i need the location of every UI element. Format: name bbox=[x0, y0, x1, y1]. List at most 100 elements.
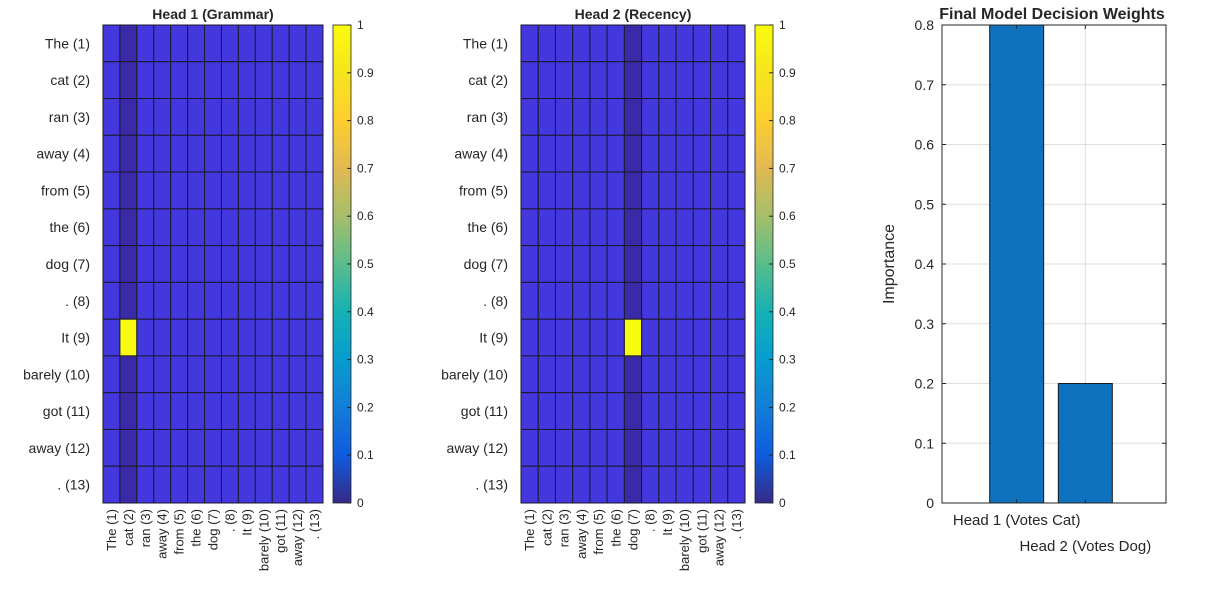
heatmap-cell bbox=[572, 171, 591, 210]
heatmap-cell bbox=[537, 465, 556, 504]
heatmap-cell bbox=[589, 98, 608, 136]
heatmap-cell bbox=[572, 245, 591, 283]
row-label: cat (2) bbox=[468, 72, 508, 88]
heatmap-cell bbox=[102, 355, 121, 394]
heatmap-cell bbox=[658, 465, 677, 504]
row-label: from (5) bbox=[41, 182, 90, 198]
heatmap-cell bbox=[675, 24, 694, 63]
heatmap-cell bbox=[710, 465, 729, 504]
heatmap-cell bbox=[572, 318, 591, 357]
heatmap-cell bbox=[187, 392, 206, 430]
heatmap-cell bbox=[254, 134, 273, 173]
column-label: from (5) bbox=[172, 509, 187, 555]
column-label: The (1) bbox=[104, 509, 119, 551]
column-label: away (4) bbox=[155, 509, 170, 559]
y-tick-label: 0.3 bbox=[915, 316, 935, 332]
heatmap-cell bbox=[520, 281, 539, 320]
heatmap-cell bbox=[136, 98, 155, 136]
heatmap-cell bbox=[170, 392, 189, 430]
heatmap-cell bbox=[220, 392, 239, 430]
heatmap-cell bbox=[305, 318, 324, 357]
heatmap-cell bbox=[136, 245, 155, 283]
heatmap-cell bbox=[623, 134, 643, 173]
column-label: got (11) bbox=[694, 509, 709, 553]
heatmap-cell bbox=[288, 428, 307, 467]
heatmap-cell bbox=[692, 171, 712, 210]
heatmap-cell bbox=[102, 171, 121, 210]
heatmap-cell bbox=[537, 208, 556, 247]
row-label: barely (10) bbox=[23, 366, 90, 382]
heatmap-cell bbox=[623, 318, 643, 357]
heatmap-cell bbox=[606, 318, 625, 357]
heatmap-cell bbox=[692, 281, 712, 320]
heatmap-cell bbox=[641, 208, 660, 247]
heatmap-cell bbox=[606, 98, 625, 136]
heatmap-cell bbox=[271, 208, 290, 247]
heatmap-cell bbox=[170, 61, 189, 100]
colorbar-tick-label: 0.1 bbox=[357, 448, 374, 462]
heatmap-cell bbox=[572, 208, 591, 247]
heatmap-cell bbox=[102, 245, 121, 283]
column-label: dog (7) bbox=[206, 509, 221, 550]
heatmap-cell bbox=[119, 281, 138, 320]
heatmap-cell bbox=[136, 428, 155, 467]
heatmap-cell bbox=[623, 98, 643, 136]
heatmap-cell bbox=[237, 171, 256, 210]
heatmap-cell bbox=[102, 318, 121, 357]
heatmap-cell bbox=[119, 208, 138, 247]
heatmap-cell bbox=[554, 281, 574, 320]
colorbar-tick-label: 0.6 bbox=[779, 209, 796, 223]
colorbar-tick-label: 0.9 bbox=[357, 66, 374, 80]
heatmap-cell bbox=[641, 245, 660, 283]
heatmap-cell bbox=[254, 171, 273, 210]
heatmap-cell bbox=[153, 245, 172, 283]
heatmap-cell bbox=[288, 98, 307, 136]
column-label: ran (3) bbox=[557, 509, 572, 547]
heatmap-cell bbox=[136, 465, 155, 504]
heatmap-1-title: Head 1 (Grammar) bbox=[152, 6, 273, 22]
heatmap-cell bbox=[288, 245, 307, 283]
heatmap-cell bbox=[537, 24, 556, 63]
row-label: away (4) bbox=[36, 146, 90, 162]
colorbar-tick-label: 0.3 bbox=[357, 353, 374, 367]
heatmap-cell bbox=[675, 98, 694, 136]
heatmap-cell bbox=[658, 281, 677, 320]
heatmap-cell bbox=[675, 318, 694, 357]
heatmap-cell bbox=[305, 208, 324, 247]
heatmap-cell bbox=[102, 61, 121, 100]
heatmap-cell bbox=[271, 428, 290, 467]
heatmap-cell bbox=[572, 61, 591, 100]
heatmap-cell bbox=[254, 208, 273, 247]
heatmap-cell bbox=[153, 281, 172, 320]
heatmap-cell bbox=[710, 24, 729, 63]
heatmap-cell bbox=[710, 134, 729, 173]
heatmap-cell bbox=[288, 355, 307, 394]
heatmap-cell bbox=[520, 208, 539, 247]
heatmap-cell bbox=[305, 465, 324, 504]
heatmap-cell bbox=[119, 428, 138, 467]
heatmap-cell bbox=[641, 392, 660, 430]
colorbar-tick-label: 0.4 bbox=[357, 305, 374, 319]
heatmap-cell bbox=[658, 208, 677, 247]
bar-chart-title: Final Model Decision Weights bbox=[939, 6, 1165, 23]
heatmap-cell bbox=[692, 24, 712, 63]
heatmap-cell bbox=[305, 61, 324, 100]
heatmap-cell bbox=[153, 208, 172, 247]
colorbar-tick-label: 0.2 bbox=[357, 400, 374, 414]
heatmap-cell bbox=[170, 171, 189, 210]
heatmap-cell bbox=[170, 355, 189, 394]
heatmap-cell bbox=[710, 281, 729, 320]
column-label: barely (10) bbox=[677, 509, 692, 571]
heatmap-cell bbox=[119, 355, 138, 394]
heatmap-cell bbox=[520, 318, 539, 357]
heatmap-cell bbox=[623, 465, 643, 504]
heatmap-cell bbox=[606, 134, 625, 173]
column-label: It (9) bbox=[660, 509, 675, 536]
heatmap-cell bbox=[589, 281, 608, 320]
heatmap-cell bbox=[119, 98, 138, 136]
heatmap-cell bbox=[623, 171, 643, 210]
heatmap-2-title: Head 2 (Recency) bbox=[575, 6, 692, 22]
heatmap-cell bbox=[220, 134, 239, 173]
heatmap-cell bbox=[692, 392, 712, 430]
